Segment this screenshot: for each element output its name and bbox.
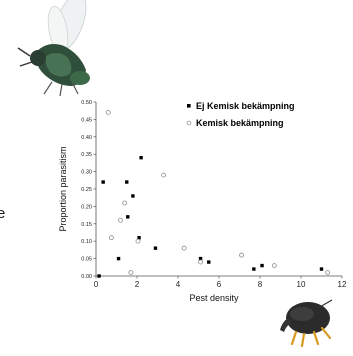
point-kemisk	[128, 270, 134, 275]
y-tick-label: 0.05	[81, 257, 92, 263]
point-ej-kemisk	[125, 180, 129, 184]
point-ej-kemisk	[153, 246, 158, 250]
point-ej-kemisk	[116, 256, 121, 261]
x-tick-label: 10	[297, 280, 306, 289]
weevil-icon	[280, 299, 333, 348]
point-ej-kemisk	[97, 274, 101, 278]
legend: Ej Kemisk bekämpning Kemisk bekämpning	[186, 101, 295, 128]
point-ej-kemisk	[207, 260, 211, 264]
legend-label-kemisk: Kemisk bekämpning	[196, 118, 284, 128]
point-ej-kemisk	[198, 256, 203, 261]
point-ej-kemisk	[319, 267, 324, 271]
point-kemisk	[325, 270, 331, 275]
point-ej-kemisk	[101, 180, 105, 184]
point-ej-kemisk	[252, 267, 256, 271]
point-ej-kemisk	[137, 236, 141, 240]
x-axis-title: Pest density	[189, 293, 239, 303]
point-kemisk	[181, 245, 187, 251]
point-kemisk	[161, 172, 167, 178]
y-tick-label: 0.00	[81, 274, 92, 280]
chart-axes	[95, 102, 342, 277]
y-tick-label: 0.40	[81, 135, 92, 141]
y-tick-label: 0.45	[81, 117, 92, 123]
y-tick-label: 0.10	[81, 239, 92, 245]
point-kemisk	[135, 238, 141, 244]
y-tick-label: 0.30	[81, 170, 92, 176]
page-text-fragment-2: e	[0, 205, 5, 222]
point-kemisk	[271, 263, 277, 269]
x-tick-label: 4	[176, 280, 181, 289]
y-tick-label: 0.20	[81, 204, 92, 210]
point-ej-kemisk	[131, 194, 135, 198]
x-tick-label: 0	[94, 280, 99, 289]
point-kemisk	[198, 259, 204, 265]
point-kemisk	[239, 252, 245, 258]
point-kemisk	[108, 235, 114, 241]
point-kemisk	[105, 109, 111, 115]
x-tick-label: 6	[217, 280, 222, 289]
y-tick-label: 0.15	[81, 222, 92, 228]
point-ej-kemisk	[126, 215, 130, 219]
point-kemisk	[122, 200, 128, 206]
y-tick-label: 0.50	[81, 100, 92, 106]
y-tick-label: 0.35	[81, 152, 92, 158]
point-ej-kemisk	[260, 263, 264, 268]
y-tick-label: 0.25	[81, 187, 92, 193]
x-tick-label: 2	[135, 280, 140, 289]
point-ej-kemisk	[139, 155, 143, 160]
x-tick-label: 8	[258, 280, 263, 289]
legend-label-ej-kemisk: Ej Kemisk bekämpning	[196, 101, 295, 111]
legend-marker-ej-kemisk	[187, 104, 191, 108]
x-tick-label: 12	[338, 280, 347, 289]
point-kemisk	[118, 217, 124, 223]
legend-marker-kemisk	[186, 120, 192, 126]
y-axis-title: Proportion parasitism	[58, 146, 68, 231]
wasp-icon	[17, 0, 90, 97]
